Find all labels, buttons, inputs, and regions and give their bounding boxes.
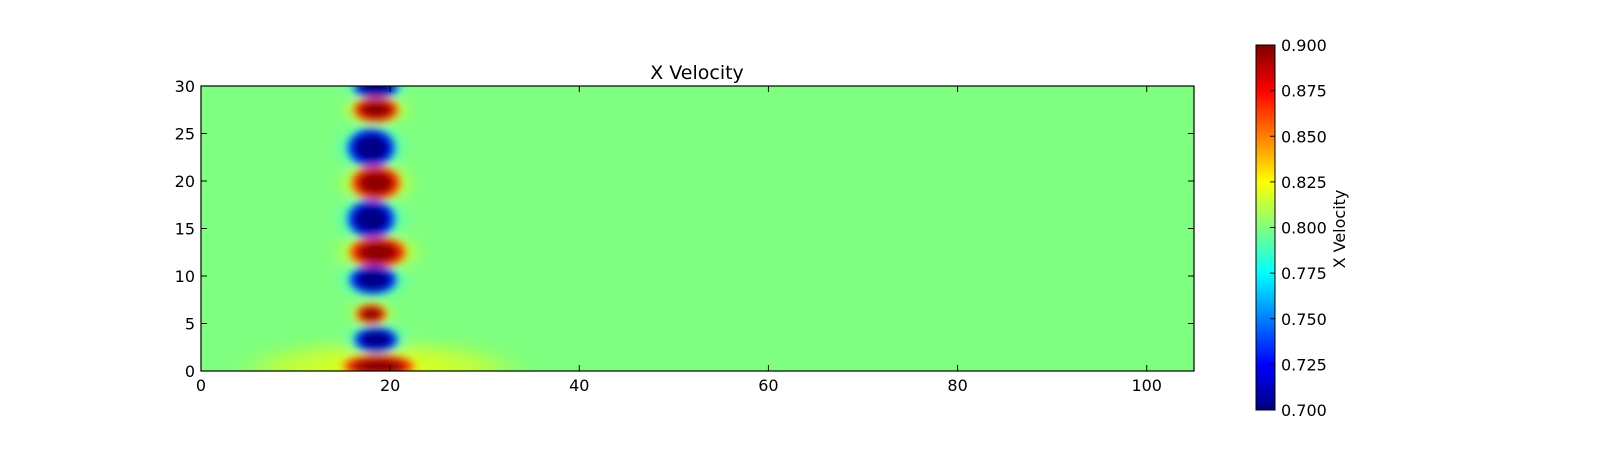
low-velocity-core-8 — [354, 327, 398, 352]
low-velocity-core-0 — [353, 86, 399, 98]
y-tick-label: 15 — [175, 220, 195, 239]
high-velocity-core-7 — [356, 304, 387, 324]
high-velocity-core-5 — [349, 237, 407, 268]
high-velocity-core-1 — [353, 97, 399, 123]
plot-area — [200, 85, 1195, 372]
x-tick-label: 20 — [380, 376, 400, 395]
y-tick-label: 25 — [175, 125, 195, 144]
high-velocity-core-3 — [351, 165, 401, 200]
colorbar: 0.700 0.725 0.750 0.775 0.800 0.825 0.850 0.875… — [1255, 36, 1349, 420]
x-axis: 0 20 40 60 80 100 — [196, 86, 1162, 395]
y-axis: 0 5 10 15 20 25 30 — [175, 77, 1194, 381]
chart-title: X Velocity — [650, 62, 744, 84]
y-tick-label: 30 — [175, 77, 195, 96]
colorbar-tick-label: 0.825 — [1281, 173, 1327, 192]
colorbar-tick-label: 0.850 — [1281, 127, 1327, 146]
y-tick-label: 10 — [175, 267, 195, 286]
x-tick-label: 0 — [196, 376, 206, 395]
low-velocity-core-4 — [347, 200, 395, 238]
colorbar-tick-label: 0.775 — [1281, 264, 1327, 283]
low-velocity-core-2 — [347, 128, 395, 167]
low-velocity-core-6 — [349, 265, 397, 295]
x-tick-label: 80 — [947, 376, 967, 395]
high-velocity-core-9 — [342, 354, 415, 371]
colorbar-tick-label: 0.900 — [1281, 36, 1327, 55]
x-tick-label: 40 — [569, 376, 589, 395]
x-tick-label: 60 — [758, 376, 778, 395]
y-tick-label: 0 — [185, 362, 195, 381]
colorbar-tick-label: 0.700 — [1281, 401, 1327, 420]
colorbar-tick-label: 0.725 — [1281, 355, 1327, 374]
y-tick-label: 20 — [175, 172, 195, 191]
y-tick-label: 5 — [185, 315, 195, 334]
x-tick-label: 100 — [1131, 376, 1162, 395]
colorbar-tick-label: 0.875 — [1281, 82, 1327, 101]
colorbar-tick-label: 0.800 — [1281, 219, 1327, 238]
colorbar-label: X Velocity — [1330, 190, 1349, 269]
colorbar-tick-label: 0.750 — [1281, 310, 1327, 329]
colorbar-ticks: 0.700 0.725 0.750 0.775 0.800 0.825 0.850 0.875… — [1270, 36, 1327, 420]
